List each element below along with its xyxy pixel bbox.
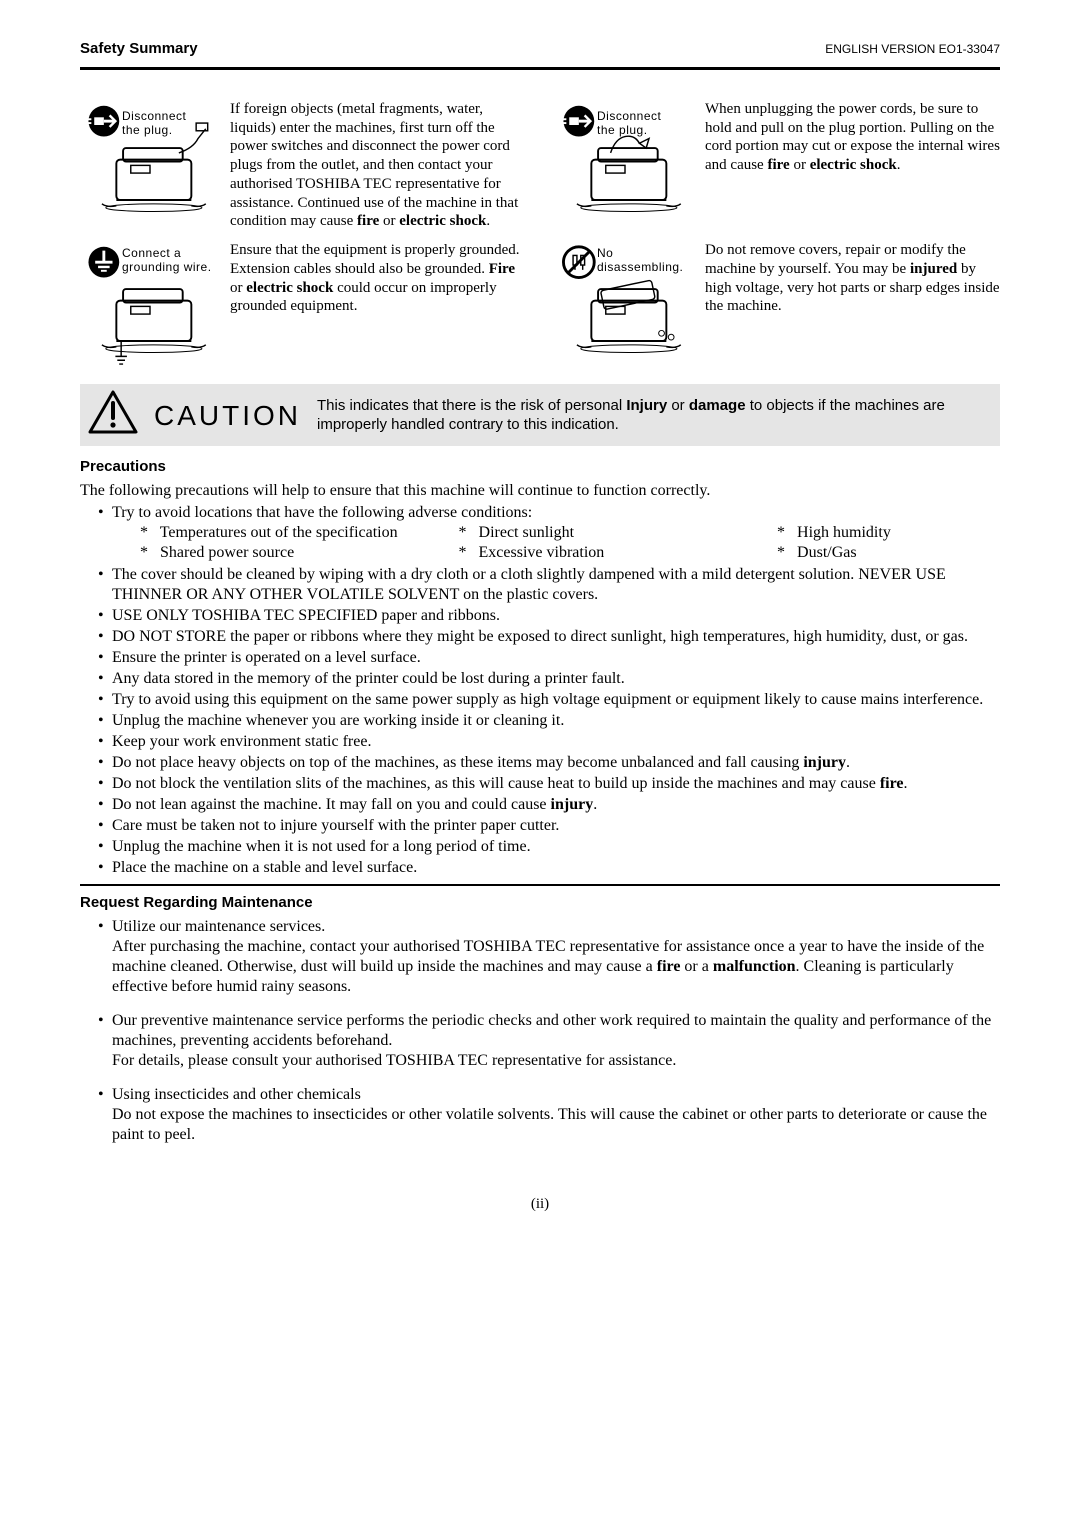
precautions-intro: The following precautions will help to e… [80, 481, 1000, 501]
condition-item: Dust/Gas [777, 543, 1000, 563]
safety-text: Ensure that the equipment is properly gr… [230, 241, 525, 316]
precaution-item: Try to avoid using this equipment on the… [98, 690, 1000, 710]
condition-item: Excessive vibration [459, 543, 778, 563]
conditions-grid: Temperatures out of the specification Di… [112, 523, 1000, 563]
precautions-list: Try to avoid locations that have the fol… [80, 503, 1000, 563]
header-rule [80, 67, 1000, 70]
safety-icon: Disconnect the plug. [80, 100, 220, 225]
precaution-item: USE ONLY TOSHIBA TEC SPECIFIED paper and… [98, 606, 1000, 626]
condition-item: Temperatures out of the specification [140, 523, 459, 543]
safety-icon-label: Disconnect the plug. [122, 110, 186, 138]
safety-text: When unplugging the power cords, be sure… [705, 100, 1000, 175]
safety-item: Disconnect the plug. When unplugging the … [555, 100, 1000, 231]
maintenance-heading: Request Regarding Maintenance [80, 894, 1000, 913]
precaution-avoid: Try to avoid locations that have the fol… [98, 503, 1000, 563]
header-version: ENGLISH VERSION EO1-33047 [825, 42, 1000, 57]
page-header: Safety Summary ENGLISH VERSION EO1-33047 [80, 40, 1000, 59]
maintenance-list: Utilize our maintenance services.After p… [80, 917, 1000, 1145]
safety-icon: No disassembling. [555, 241, 695, 366]
precaution-item: Keep your work environment static free. [98, 732, 1000, 752]
precaution-item: Do not place heavy objects on top of the… [98, 753, 1000, 773]
safety-icon: Connect a grounding wire. [80, 241, 220, 366]
safety-item: Connect a grounding wire. Ensure that the… [80, 241, 525, 366]
precaution-item: The cover should be cleaned by wiping wi… [98, 565, 1000, 605]
precaution-item: Unplug the machine when it is not used f… [98, 837, 1000, 857]
caution-triangle-icon [88, 390, 138, 440]
precautions-list-rest: The cover should be cleaned by wiping wi… [80, 565, 1000, 878]
precaution-item: Do not lean against the machine. It may … [98, 795, 1000, 815]
precaution-item: Ensure the printer is operated on a leve… [98, 648, 1000, 668]
maintenance-item: Utilize our maintenance services.After p… [98, 917, 1000, 997]
precautions-heading: Precautions [80, 458, 1000, 477]
precaution-item: Place the machine on a stable and level … [98, 858, 1000, 878]
maintenance-item: Using insecticides and other chemicalsDo… [98, 1085, 1000, 1145]
safety-item: Disconnect the plug. If foreign objects (… [80, 100, 525, 231]
safety-text: If foreign objects (metal fragments, wat… [230, 100, 525, 231]
caution-description: This indicates that there is the risk of… [317, 396, 986, 435]
condition-item: Direct sunlight [459, 523, 778, 543]
safety-icon: Disconnect the plug. [555, 100, 695, 225]
safety-icon-label: Connect a grounding wire. [122, 247, 212, 275]
maintenance-item: Our preventive maintenance service perfo… [98, 1011, 1000, 1071]
page-number: (ii) [80, 1195, 1000, 1214]
safety-grid: Disconnect the plug. If foreign objects (… [80, 100, 1000, 366]
safety-icon-label: Disconnect the plug. [597, 110, 661, 138]
condition-item: Shared power source [140, 543, 459, 563]
precaution-item: DO NOT STORE the paper or ribbons where … [98, 627, 1000, 647]
safety-item: No disassembling. Do not remove covers, r… [555, 241, 1000, 366]
caution-word: CAUTION [154, 398, 301, 433]
section-divider [80, 884, 1000, 886]
precaution-item: Any data stored in the memory of the pri… [98, 669, 1000, 689]
condition-item: High humidity [777, 523, 1000, 543]
precaution-item: Care must be taken not to injure yoursel… [98, 816, 1000, 836]
caution-bar: CAUTION This indicates that there is the… [80, 384, 1000, 446]
safety-text: Do not remove covers, repair or modify t… [705, 241, 1000, 316]
precaution-item: Do not block the ventilation slits of th… [98, 774, 1000, 794]
precaution-item: Unplug the machine whenever you are work… [98, 711, 1000, 731]
safety-icon-label: No disassembling. [597, 247, 683, 275]
header-section-title: Safety Summary [80, 40, 198, 59]
